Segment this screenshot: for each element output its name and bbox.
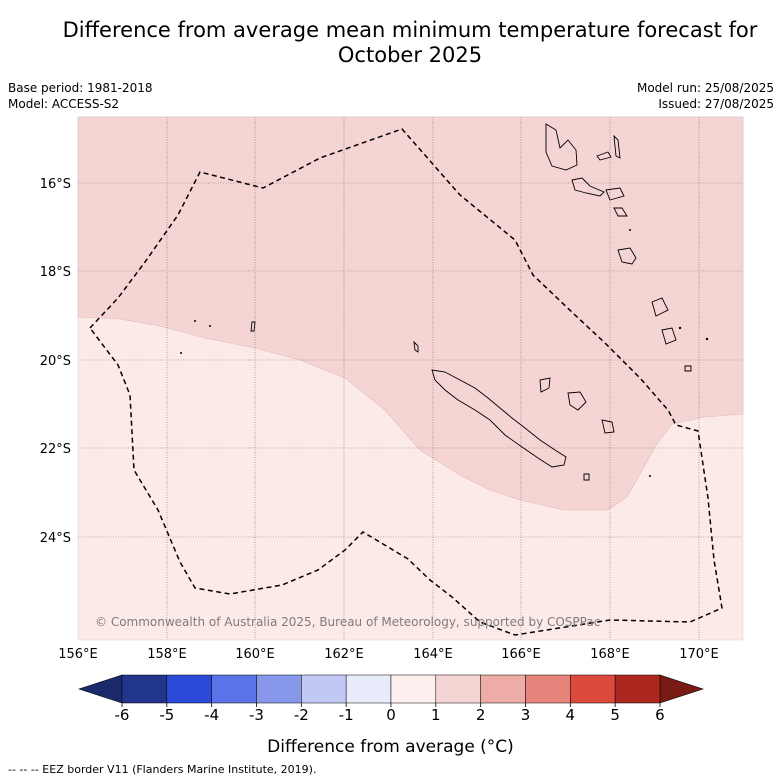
island-loyalty-1: [539, 377, 551, 393]
colorbar-tick-label: 4: [566, 706, 576, 724]
island-isle-of-pines: [583, 473, 590, 481]
colorbar-segment: [301, 674, 347, 704]
colorbar-segment: [570, 674, 616, 704]
colorbar-label: Difference from average (°C): [267, 737, 514, 757]
lat-label: 20°S: [40, 354, 71, 369]
colorbar-tick-label: -3: [249, 706, 264, 724]
latitude-labels: 16°S 18°S 20°S 22°S 24°S: [40, 177, 71, 546]
island-chesterfield: [250, 321, 256, 332]
island-ambrym: [605, 187, 625, 201]
lon-label: 158°E: [147, 647, 187, 662]
island-ambae: [596, 151, 612, 161]
colorbar-segment: [390, 674, 437, 704]
lon-label: 164°E: [413, 647, 453, 662]
colorbar-tick-label: 6: [655, 706, 665, 724]
colorbar-tick-label: -4: [204, 706, 219, 724]
model-name: Model: ACCESS-S2: [8, 97, 120, 111]
colorbar-segment: [121, 674, 168, 704]
colorbar-segment: [435, 674, 481, 704]
island-new-caledonia: [431, 369, 567, 468]
colorbar-tick-label: 2: [476, 706, 486, 724]
island-espiritu-santo: [545, 123, 578, 171]
colorbar: -6 -5 -4 -3 -2 -1 0 1 2 3 4 5 6: [78, 674, 704, 724]
colorbar-segment: [211, 674, 257, 704]
island-belep: [413, 340, 419, 353]
colorbar-tick-label: -6: [115, 706, 130, 724]
colorbar-tick-label: -2: [294, 706, 309, 724]
base-period: Base period: 1981-2018: [8, 81, 153, 95]
lat-label: 16°S: [40, 177, 71, 192]
title-line-1: Difference from average mean minimum tem…: [62, 18, 758, 42]
lon-label: 168°E: [590, 647, 630, 662]
meta-right: Model run: 25/08/2025 Issued: 27/08/2025: [637, 80, 774, 112]
colorbar-tick-label: 3: [521, 706, 531, 724]
lon-label: 160°E: [235, 647, 275, 662]
island-epi: [613, 207, 628, 217]
colorbar-tick-label: -5: [159, 706, 174, 724]
colorbar-segment: [480, 674, 526, 704]
anomaly-region-1-to-2: [77, 116, 744, 511]
gridlines: [78, 117, 743, 640]
island-malekula: [571, 177, 605, 197]
lon-label: 156°E: [58, 647, 98, 662]
meta-left: Base period: 1981-2018 Model: ACCESS-S2: [8, 80, 153, 112]
longitude-labels: 156°E 158°E 160°E 162°E 164°E 166°E 168°…: [58, 647, 719, 662]
colorbar-segment: [166, 674, 212, 704]
issued-date: Issued: 27/08/2025: [658, 97, 774, 111]
island-efate: [617, 247, 637, 265]
footer-note: -- -- -- EEZ border V11 (Flanders Marine…: [8, 763, 317, 776]
colorbar-tick-label: 1: [431, 706, 441, 724]
island-aneityum: [684, 365, 692, 372]
colorbar-segment: [256, 674, 302, 704]
island-loyalty-3: [601, 419, 615, 434]
model-run: Model run: 25/08/2025: [636, 81, 774, 95]
lon-label: 162°E: [324, 647, 364, 662]
lat-label: 24°S: [40, 531, 71, 546]
island-tanna: [661, 327, 677, 345]
eez-border: [89, 128, 723, 636]
colorbar-tick-label: 5: [610, 706, 620, 724]
title-line-2: October 2025: [337, 43, 483, 67]
island-maewo: [613, 134, 621, 159]
island-erromango: [651, 297, 669, 317]
map-frame: [77, 116, 744, 641]
colorbar-extend-high: [659, 674, 704, 704]
lat-label: 22°S: [40, 442, 71, 457]
colorbar-tick-label: 0: [386, 706, 396, 724]
island-loyalty-2: [567, 391, 587, 411]
colorbar-segment: [525, 674, 571, 704]
colorbar-segment: [614, 674, 661, 704]
coastlines: [250, 123, 692, 481]
lat-label: 18°S: [40, 265, 71, 280]
colorbar-tick-label: -1: [339, 706, 354, 724]
chart-title: Difference from average mean minimum tem…: [40, 18, 780, 68]
small-islets: [180, 229, 709, 477]
colorbar-segment: [345, 674, 392, 704]
lon-label: 166°E: [501, 647, 541, 662]
lon-label: 170°E: [679, 647, 719, 662]
colorbar-extend-low: [78, 674, 123, 704]
copyright-text: © Commonwealth of Australia 2025, Bureau…: [95, 615, 600, 629]
